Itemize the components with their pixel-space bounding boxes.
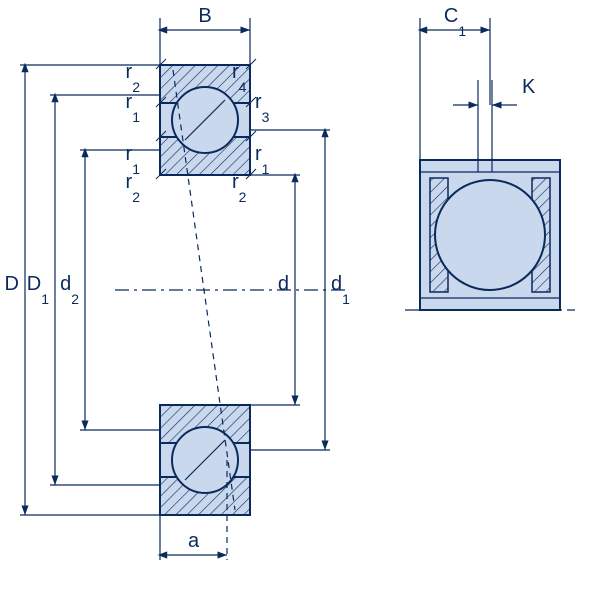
svg-text:B: B [198, 5, 211, 27]
svg-text:r3: r3 [255, 91, 270, 125]
svg-text:r1: r1 [126, 91, 141, 125]
svg-text:d1: d1 [331, 273, 350, 307]
svg-text:r2: r2 [232, 171, 247, 205]
svg-text:r1: r1 [255, 143, 270, 177]
svg-text:C1: C1 [444, 5, 466, 39]
svg-text:K: K [522, 76, 536, 98]
svg-text:D: D [5, 273, 19, 295]
svg-text:D1: D1 [27, 273, 49, 307]
svg-text:r2: r2 [126, 61, 141, 95]
svg-text:a: a [188, 530, 200, 552]
svg-text:d: d [278, 273, 289, 295]
svg-text:d2: d2 [60, 273, 79, 307]
